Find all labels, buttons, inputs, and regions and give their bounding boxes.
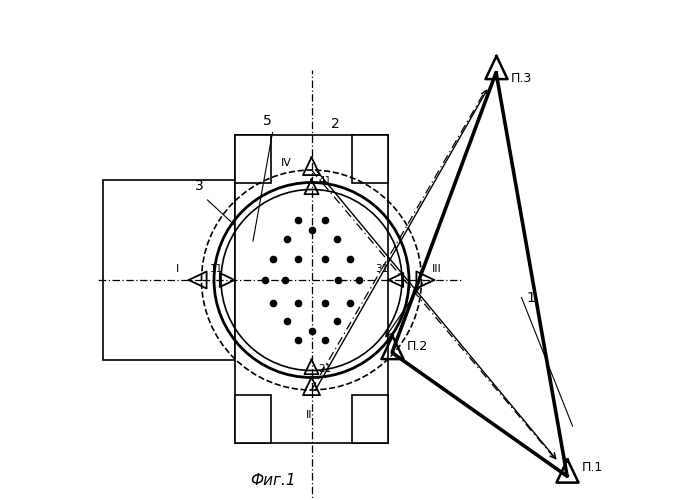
Bar <box>235 135 388 442</box>
Bar <box>102 180 235 360</box>
Text: 41: 41 <box>318 176 332 186</box>
Bar <box>352 395 388 442</box>
Text: П.1: П.1 <box>582 461 603 474</box>
Text: 1: 1 <box>527 292 535 306</box>
Text: 31: 31 <box>375 264 389 274</box>
Text: 2: 2 <box>331 116 339 130</box>
Text: I: I <box>176 264 179 274</box>
Text: П.2: П.2 <box>407 340 427 353</box>
Text: П.3: П.3 <box>511 72 532 86</box>
Text: 21: 21 <box>318 364 332 374</box>
Text: II: II <box>306 410 312 420</box>
Text: IV: IV <box>281 158 291 168</box>
Text: 11: 11 <box>210 264 223 274</box>
Text: 5: 5 <box>263 114 271 128</box>
Bar <box>235 395 271 442</box>
Text: 3: 3 <box>195 179 204 193</box>
Bar <box>235 135 271 182</box>
Text: III: III <box>432 264 441 274</box>
Bar <box>352 135 388 182</box>
Text: Фиг.1: Фиг.1 <box>250 473 295 488</box>
